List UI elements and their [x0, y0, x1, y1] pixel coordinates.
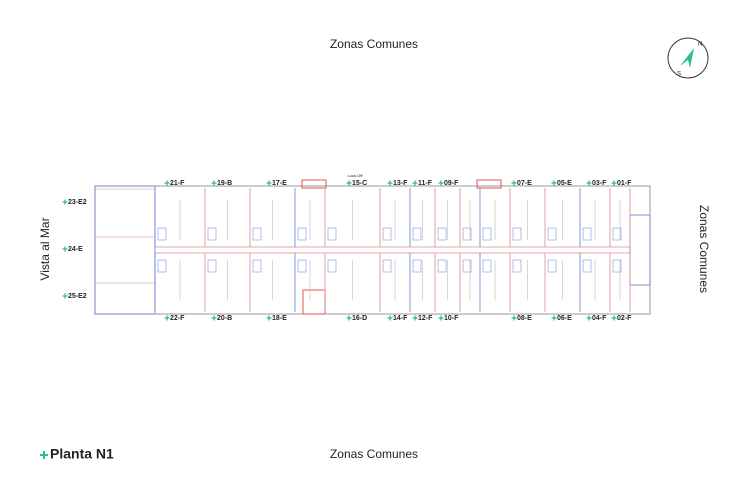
unit-label: 21-F	[170, 180, 185, 187]
plan-title: Planta N1	[50, 446, 114, 462]
bathroom	[252, 227, 262, 241]
unit-label: 18-E	[272, 315, 287, 322]
bathroom	[612, 227, 622, 241]
bathroom	[582, 227, 592, 241]
compass-south: S	[677, 72, 681, 78]
zone-bottom: Zonas Comunes	[330, 447, 418, 461]
zone-right: Zonas Comunes	[697, 205, 711, 293]
unit-label: 17-E	[272, 180, 287, 187]
unit-label: 07-E	[517, 180, 532, 187]
bathroom	[157, 259, 167, 273]
bathroom	[462, 227, 472, 241]
bathroom	[297, 259, 307, 273]
bathroom	[437, 259, 447, 273]
unit-label: 04-F	[592, 315, 607, 322]
unit-label: 12-F	[418, 315, 433, 322]
bathroom	[382, 227, 392, 241]
unit-label: 08-E	[517, 315, 532, 322]
bathroom	[482, 227, 492, 241]
unit-label: 23-E2	[68, 199, 87, 206]
unit-label: 25-E2	[68, 293, 87, 300]
bathroom	[547, 227, 557, 241]
bathroom	[382, 259, 392, 273]
bathroom	[462, 259, 472, 273]
unit-label: 20-B	[217, 315, 232, 322]
bathroom	[297, 227, 307, 241]
unit-label: 15-C	[352, 180, 367, 187]
compass-north: N	[698, 42, 702, 48]
unit-label: 24-E	[68, 246, 83, 253]
unit-label: 01-F	[617, 180, 632, 187]
building-plan: Lock-Off	[94, 173, 651, 315]
bathroom	[612, 259, 622, 273]
compass: N S	[667, 37, 709, 79]
unit-label: 11-F	[418, 180, 433, 187]
bathroom	[207, 259, 217, 273]
bathroom	[582, 259, 592, 273]
unit-label: 19-B	[217, 180, 232, 187]
unit-label: 13-F	[393, 180, 408, 187]
lock-off-label: Lock-Off	[347, 173, 363, 178]
unit-label: 09-F	[444, 180, 459, 187]
unit-label: 05-E	[557, 180, 572, 187]
bathroom	[512, 227, 522, 241]
unit-label: 22-F	[170, 315, 185, 322]
unit-label: 14-F	[393, 315, 408, 322]
zone-left: Vista al Mar	[38, 217, 52, 280]
bathroom	[412, 227, 422, 241]
bathroom	[512, 259, 522, 273]
bathroom	[482, 259, 492, 273]
bathroom	[157, 227, 167, 241]
bathroom	[252, 259, 262, 273]
bathroom	[412, 259, 422, 273]
bathroom	[327, 259, 337, 273]
bathroom	[327, 227, 337, 241]
unit-label: 03-F	[592, 180, 607, 187]
bathroom	[547, 259, 557, 273]
unit-label: 16-D	[352, 315, 367, 322]
bathroom	[207, 227, 217, 241]
unit-label: 02-F	[617, 315, 632, 322]
zone-top: Zonas Comunes	[330, 37, 418, 51]
bathroom	[437, 227, 447, 241]
unit-label: 06-E	[557, 315, 572, 322]
unit-label: 10-F	[444, 315, 459, 322]
title: Planta N1	[40, 446, 114, 462]
